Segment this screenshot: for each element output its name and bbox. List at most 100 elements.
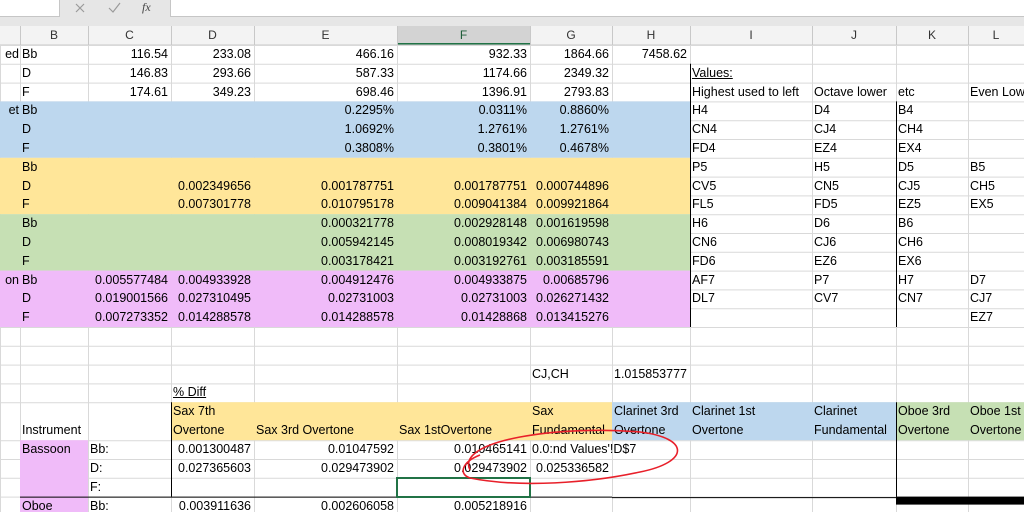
cell: 0.009921864	[536, 197, 609, 212]
name-box[interactable]	[0, 0, 60, 17]
cell: FL5	[692, 197, 714, 212]
cell: 0.01047592	[327, 442, 394, 457]
cell: EZ6	[814, 253, 837, 268]
cell: EX4	[898, 141, 922, 155]
cell: F	[22, 253, 30, 268]
cell: 1.0692%	[344, 122, 394, 137]
cell-fill	[0, 101, 690, 158]
cell: 0.003178421	[321, 253, 394, 268]
cell: EX6	[898, 253, 922, 268]
cell: H6	[692, 216, 708, 231]
cell: 1.015853777	[614, 366, 687, 381]
cell: CJ5	[898, 178, 921, 193]
cell: B4	[898, 103, 914, 118]
cell: 466.16	[355, 47, 394, 61]
cell: 0.02731003	[460, 291, 527, 306]
cell: 0.3801%	[477, 141, 527, 155]
formula-input[interactable]	[170, 0, 1024, 17]
formula-icons	[75, 2, 121, 13]
cell-fill	[0, 157, 690, 215]
cell: 0.002349656	[178, 178, 251, 193]
cell: 0.004933875	[454, 272, 527, 287]
cell: 0.000321778	[321, 216, 394, 231]
cell: Octave lower	[814, 84, 887, 99]
cell: Oboe 1st Overtone	[970, 404, 1022, 438]
cell: D	[22, 235, 32, 249]
column-header: F	[459, 28, 468, 42]
column-header: I	[749, 28, 753, 42]
cell: 116.54	[130, 47, 168, 61]
cell: D7	[970, 272, 986, 287]
cancel-icon[interactable]	[75, 3, 85, 13]
cell: 0.003192761	[454, 253, 527, 268]
cell: H7	[898, 272, 914, 287]
cell: 0.004933928	[178, 272, 251, 287]
cell: B5	[970, 159, 986, 174]
cell: etc	[898, 84, 915, 99]
cell: 0.01428868	[460, 310, 527, 325]
cell: 0.025336582	[536, 461, 609, 475]
cell: Sax 7th Overtone	[173, 404, 225, 438]
column-header: C	[125, 28, 134, 42]
enter-icon[interactable]	[108, 2, 121, 13]
cell-fill	[0, 214, 690, 271]
cell: Bb	[22, 159, 38, 174]
cell: CH4	[898, 122, 924, 137]
cell: 698.46	[355, 84, 394, 99]
cell: 0.002928148	[454, 216, 527, 231]
selected-column-header	[397, 26, 530, 45]
cell: Clarinet 1st Overtone	[692, 404, 756, 438]
cell: 0.014288578	[321, 310, 394, 325]
cell: Sax 1stOvertone	[399, 423, 493, 438]
cell-fill	[0, 270, 690, 327]
cell: 0.007301778	[178, 197, 251, 212]
cell: 0.009041384	[454, 197, 527, 212]
cell: 0.0311%	[478, 103, 527, 118]
cell: 0.005942145	[321, 235, 394, 249]
cell: 1864.66	[563, 47, 609, 61]
cell: D4	[814, 103, 830, 118]
cell: D	[22, 65, 32, 80]
cell: CH5	[970, 178, 996, 193]
cell: Bb	[22, 272, 38, 287]
cell: 932.33	[488, 47, 527, 61]
cell: Bassoon	[22, 442, 71, 457]
cell: Clarinet Fundamental	[814, 404, 887, 438]
cell: 0.005577484	[95, 272, 168, 287]
cell: CJ4	[814, 122, 837, 137]
cell: CN4	[692, 122, 718, 137]
cell: 1174.66	[482, 65, 527, 80]
cell: P5	[692, 159, 708, 174]
cell: D6	[814, 216, 830, 231]
cell: 0.006980743	[536, 235, 609, 249]
cell: Bb:	[90, 498, 109, 512]
column-header: E	[321, 28, 330, 42]
cell: Oboe 3rd Overtone	[898, 404, 951, 438]
cell: 0.3808%	[344, 141, 394, 155]
cell: 0.8860%	[559, 103, 609, 118]
column-header: J	[851, 28, 857, 42]
cell: CJ7	[970, 291, 993, 306]
cell: 0.010795178	[321, 197, 394, 212]
cell: D	[22, 291, 32, 306]
cell: P7	[814, 272, 830, 287]
cell: Clarinet 3rd Overtone	[614, 404, 679, 438]
fx-button[interactable]: fx	[142, 0, 151, 14]
cell: 1396.91	[481, 84, 527, 99]
cell: Bb	[22, 103, 38, 118]
cell: Sax Fundamental	[532, 404, 605, 438]
selected-cell[interactable]	[396, 476, 531, 498]
cell: CJ6	[814, 235, 837, 249]
cell: 146.83	[129, 65, 168, 80]
cell: 0.001619598	[536, 216, 609, 231]
column-header: G	[566, 28, 576, 42]
cell: FD4	[692, 141, 716, 155]
cell: CV7	[814, 291, 839, 306]
cell: D5	[898, 159, 914, 174]
cell: F	[22, 197, 30, 212]
cell: CH6	[898, 235, 924, 249]
cell: 0.019001566	[95, 291, 168, 306]
